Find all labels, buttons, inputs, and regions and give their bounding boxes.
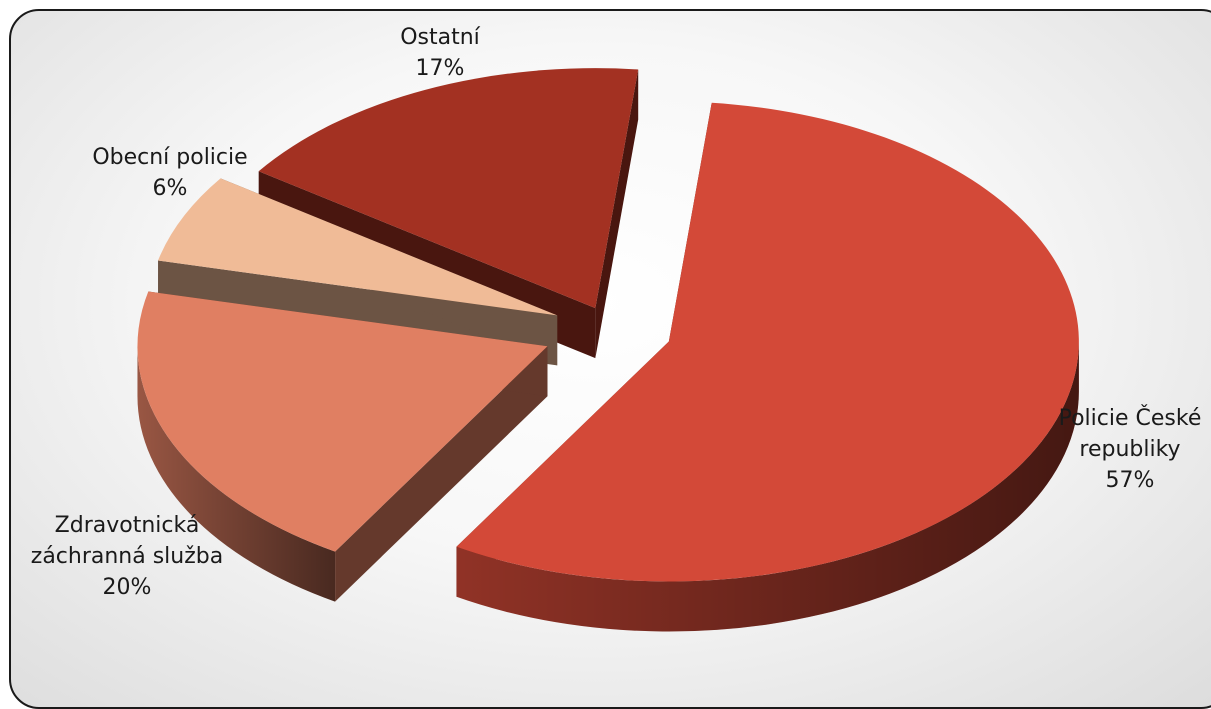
slice-0-top xyxy=(456,102,1079,582)
slice-1-top xyxy=(137,291,548,552)
pie-chart xyxy=(137,68,1079,632)
slice-3-side-wall-1 xyxy=(595,69,639,359)
slice-3-top xyxy=(258,68,639,309)
label-ostatni: Ostatní 17% xyxy=(400,25,480,81)
label-policie-cr: Policie České republiky 57% xyxy=(1058,406,1202,493)
slice-1-outer-wall-shade xyxy=(137,346,336,602)
slice-0-outer-wall-shade xyxy=(456,341,1079,632)
label-obecni-policie: Obecní policie 6% xyxy=(92,145,248,201)
pie-slice-0 xyxy=(456,102,1079,632)
slice-1-side-wall-0 xyxy=(335,346,548,602)
slice-2-top xyxy=(158,178,558,316)
label-zdravotnicka-zachranna-sluzba: Zdravotnická záchranná služba 20% xyxy=(30,513,224,600)
pie-slice-1 xyxy=(137,291,548,602)
